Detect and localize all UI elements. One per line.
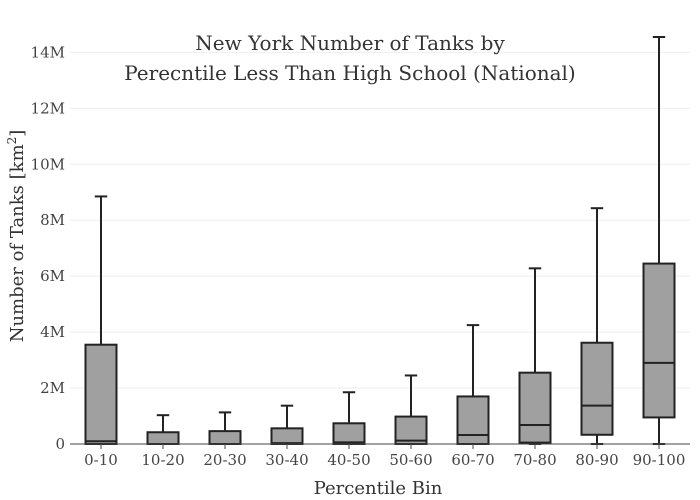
x-tick-label-2: 20-30 <box>203 451 246 469</box>
x-tick-label-3: 30-40 <box>265 451 308 469</box>
x-axis-ticks: 0-10 10-20 20-30 30-40 40-50 50-60 60-70 70-80 8… <box>84 444 685 469</box>
box-iqr <box>208 430 242 446</box>
box-iqr <box>394 415 428 445</box>
x-tick-label-6: 60-70 <box>451 451 494 469</box>
box-iqr <box>456 395 490 446</box>
y-tick-label-3: 6M <box>40 267 65 285</box>
x-tick-label-7: 70-80 <box>513 451 556 469</box>
box-60-70 <box>456 324 490 446</box>
y-axis-title-end: ] <box>7 130 28 137</box>
y-axis-ticks: 0 2M 4M 6M 8M 10M 12M 14M <box>31 43 65 453</box>
y-axis-title: Number of Tanks [km2] <box>5 130 28 343</box>
box-iqr <box>518 371 552 444</box>
y-axis-title-main: Number of Tanks [km <box>7 144 28 342</box>
y-tick-label-2: 4M <box>40 323 65 341</box>
y-axis-title-superscript: 2 <box>5 137 19 145</box>
box-iqr <box>270 427 304 446</box>
box-iqr <box>332 422 366 445</box>
box-0-10 <box>84 195 118 446</box>
box-series <box>84 35 676 446</box>
y-tick-label-6: 12M <box>31 99 65 117</box>
y-tick-label-5: 10M <box>31 155 65 173</box>
chart-title-line-2: Perecntile Less Than High School (Nation… <box>124 61 575 85</box>
box-iqr <box>580 341 614 436</box>
x-tick-label-0: 0-10 <box>84 451 118 469</box>
x-tick-label-8: 80-90 <box>575 451 618 469</box>
box-70-80 <box>518 267 552 445</box>
box-iqr <box>84 343 118 446</box>
box-40-50 <box>332 391 366 445</box>
box-20-30 <box>208 411 242 446</box>
y-tick-label-1: 2M <box>40 379 65 397</box>
box-10-20 <box>146 414 180 445</box>
y-tick-label-7: 14M <box>31 43 65 61</box>
gridlines <box>70 51 690 389</box>
y-tick-label-4: 8M <box>40 211 65 229</box>
box-30-40 <box>270 404 304 446</box>
x-tick-label-9: 90-100 <box>633 451 686 469</box>
box-iqr <box>146 431 180 445</box>
box-50-60 <box>394 374 428 445</box>
box-80-90 <box>580 207 614 445</box>
box-iqr <box>642 262 676 419</box>
x-tick-label-4: 40-50 <box>327 451 370 469</box>
x-tick-label-1: 10-20 <box>141 451 184 469</box>
y-tick-label-0: 0 <box>55 435 65 453</box>
box-90-100 <box>642 35 676 445</box>
x-axis-title: Percentile Bin <box>314 478 443 499</box>
chart-title-line-1: New York Number of Tanks by <box>195 31 505 55</box>
x-tick-label-5: 50-60 <box>389 451 432 469</box>
